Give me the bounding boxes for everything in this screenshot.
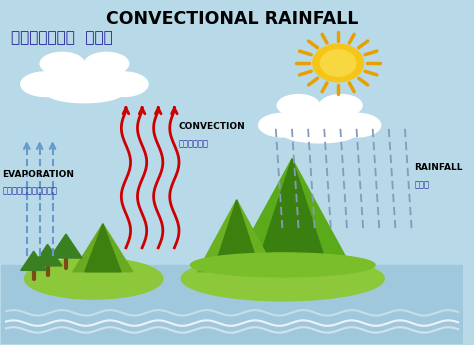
Polygon shape [73, 224, 133, 272]
Circle shape [313, 44, 364, 82]
Polygon shape [213, 200, 260, 272]
Ellipse shape [283, 123, 357, 143]
Polygon shape [256, 159, 328, 268]
Ellipse shape [259, 113, 306, 137]
Polygon shape [33, 244, 62, 266]
Text: ಮಳೆ: ಮಳೆ [414, 180, 429, 189]
Polygon shape [232, 159, 352, 268]
Text: EVAPORATION: EVAPORATION [2, 170, 74, 179]
Bar [1, 265, 463, 344]
Ellipse shape [51, 66, 118, 95]
Ellipse shape [98, 72, 148, 97]
Ellipse shape [181, 256, 384, 301]
Ellipse shape [25, 258, 163, 299]
Ellipse shape [46, 82, 123, 103]
Text: ಆವಿಯಾಗುವಿಕೆ: ಆವಿಯಾಗುವಿಕೆ [2, 187, 57, 196]
Polygon shape [50, 234, 82, 258]
Ellipse shape [191, 253, 375, 277]
Ellipse shape [288, 107, 352, 135]
Text: CONVECTIONAL RAINFALL: CONVECTIONAL RAINFALL [106, 10, 358, 28]
Text: ಸಪ್ತರಣಿ  ಮಳೆ: ಸಪ್ತರಣಿ ಮಳೆ [10, 30, 112, 46]
Text: ಪ್ರವಹನ: ಪ್ರವಹನ [179, 139, 209, 148]
Polygon shape [198, 200, 276, 272]
Ellipse shape [21, 72, 71, 97]
Text: RAINFALL: RAINFALL [414, 163, 463, 172]
Polygon shape [21, 251, 46, 270]
Ellipse shape [277, 95, 319, 116]
Text: CONVECTION: CONVECTION [179, 122, 246, 131]
Ellipse shape [319, 95, 362, 116]
Polygon shape [85, 224, 121, 272]
Ellipse shape [333, 113, 381, 137]
Ellipse shape [84, 52, 129, 75]
Circle shape [320, 50, 356, 76]
Ellipse shape [40, 52, 84, 75]
